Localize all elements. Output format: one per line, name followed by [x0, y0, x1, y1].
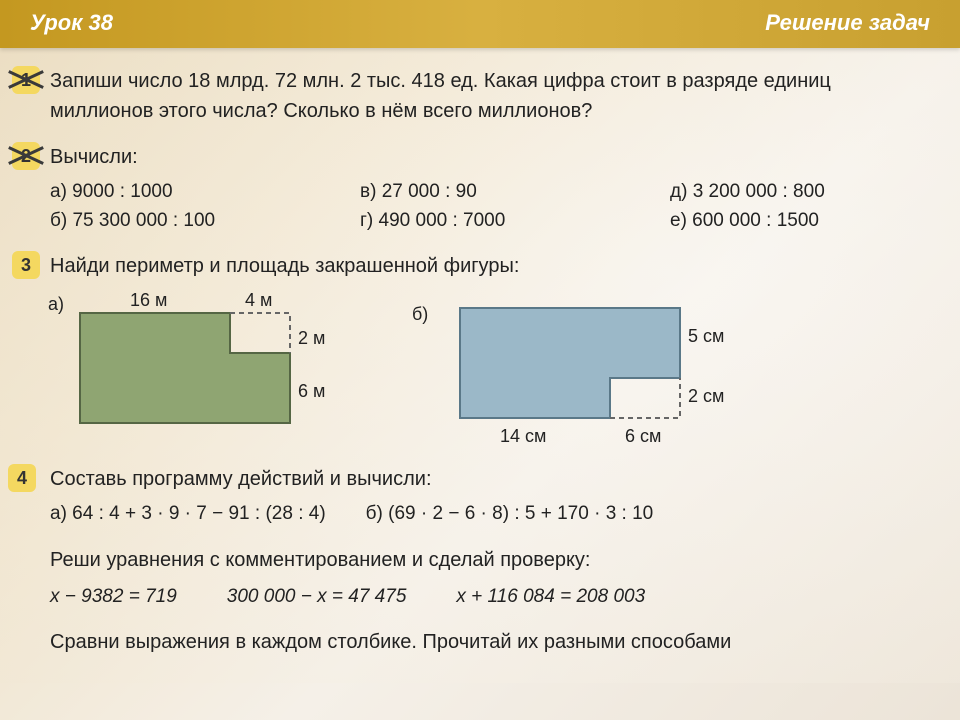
fig-a-r1: 2 м: [298, 325, 325, 352]
calc-a: а) 9000 : 1000: [50, 178, 300, 207]
task-1-text: Запиши число 18 млрд. 72 млн. 2 тыс. 418…: [50, 66, 920, 126]
fig-a-label: а): [48, 291, 64, 318]
lesson-number: Урок 38: [30, 10, 113, 36]
fig-a-r2: 6 м: [298, 378, 325, 405]
task-number-3: 3: [12, 251, 40, 279]
calc-b: б) 75 300 000 : 100: [50, 207, 300, 236]
expr-b: б) (69 · 2 − 6 · 8) : 5 + 170 · 3 : 10: [366, 500, 654, 529]
task-5: Реши уравнения с комментированием и сдел…: [50, 545, 920, 612]
fig-b-label: б): [412, 301, 428, 328]
calc-v: в) 27 000 : 90: [360, 178, 610, 207]
calc-d: д) 3 200 000 : 800: [670, 178, 920, 207]
fig-a-top2: 4 м: [245, 287, 272, 314]
calc-e: е) 600 000 : 1500: [670, 207, 920, 236]
fig-a-top1: 16 м: [130, 287, 167, 314]
expr-a: а) 64 : 4 + 3 · 9 · 7 − 91 : (28 : 4): [50, 500, 326, 529]
task-3-text: Найди периметр и площадь закрашенной фиг…: [50, 251, 920, 281]
eq-3: x + 116 084 = 208 003: [456, 583, 645, 612]
task-3: 3 Найди периметр и площадь закрашенной ф…: [50, 251, 920, 448]
task-4-text: Составь программу действий и вычисли:: [50, 464, 920, 494]
task-5-text: Реши уравнения с комментированием и сдел…: [50, 545, 920, 575]
task-number-4: 4: [8, 464, 36, 492]
task-2: 2 Вычисли: а) 9000 : 1000 б) 75 300 000 …: [50, 142, 920, 235]
task-4: 4 Составь программу действий и вычисли: …: [50, 464, 920, 529]
lesson-header: Урок 38 Решение задач: [0, 0, 960, 48]
eq-2: 300 000 − x = 47 475: [227, 583, 407, 612]
fig-b-b1: 14 см: [500, 423, 546, 450]
task-number-2: 2: [12, 142, 40, 170]
task-6: Сравни выражения в каждом столбике. Проч…: [50, 627, 920, 657]
fig-b-b2: 6 см: [625, 423, 661, 450]
figure-a-svg: [50, 293, 340, 433]
figure-b-svg: [440, 293, 740, 448]
task-1: 1 Запиши число 18 млрд. 72 млн. 2 тыс. 4…: [50, 66, 920, 126]
calc-g: г) 490 000 : 7000: [360, 207, 610, 236]
task-2-text: Вычисли:: [50, 142, 920, 172]
task-number-1: 1: [12, 66, 40, 94]
task-6-text: Сравни выражения в каждом столбике. Проч…: [50, 627, 920, 657]
fig-b-r2: 2 см: [688, 383, 724, 410]
fig-b-r1: 5 см: [688, 323, 724, 350]
lesson-title: Решение задач: [765, 10, 930, 36]
figure-b: б) 5 см 2 см 14 см 6 см: [440, 293, 740, 448]
figure-a: а) 16 м 4 м 2 м 6 м: [50, 293, 340, 433]
eq-1: x − 9382 = 719: [50, 583, 177, 612]
